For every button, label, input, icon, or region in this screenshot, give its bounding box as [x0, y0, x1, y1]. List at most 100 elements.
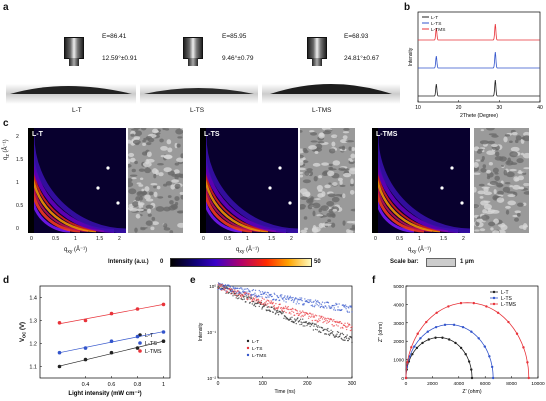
data-point: [266, 299, 269, 301]
data-point: [305, 321, 308, 323]
data-point: [314, 299, 317, 301]
sem-grain: [489, 180, 498, 185]
y-axis-label: Intensity: [408, 47, 414, 66]
diffraction-spot: [288, 201, 292, 205]
data-point: [297, 317, 299, 319]
data-point: [288, 308, 290, 311]
qxy-tick-label: 1: [74, 236, 77, 242]
sem-grain: [171, 179, 180, 183]
sem-grain: [316, 214, 324, 217]
data-point: [321, 305, 323, 307]
data-point: [267, 309, 269, 311]
data-point: [325, 305, 327, 308]
data-point: [316, 321, 318, 323]
data-point: [293, 314, 296, 316]
sem-grain: [302, 147, 308, 153]
data-point: [239, 291, 241, 294]
data-point: [335, 324, 338, 326]
sem-grain: [506, 171, 515, 178]
sem-grain: [327, 219, 332, 223]
sem-grain: [492, 167, 499, 174]
sem-grain: [147, 213, 152, 217]
sem-grain: [337, 177, 343, 182]
giwaxs-label-1: L-T: [32, 131, 43, 138]
diffraction-ring: [202, 148, 287, 233]
data-point: [341, 332, 344, 335]
sem-grain: [481, 156, 485, 161]
data-point: [334, 309, 337, 311]
data-point: [269, 302, 272, 304]
sem-grain: [310, 132, 318, 136]
sem-grain: [493, 218, 499, 224]
data-point: [345, 305, 348, 308]
diffraction-spot: [106, 166, 110, 170]
data-point: [320, 331, 322, 334]
sem-grain: [474, 186, 477, 193]
sem-grain: [349, 183, 355, 187]
qxy-tick-label: 1: [418, 236, 421, 242]
data-point: [226, 290, 229, 293]
data-point: [268, 306, 271, 308]
data-point: [217, 282, 220, 284]
data-point: [337, 325, 339, 327]
sem-grain: [160, 145, 168, 151]
data-point: [257, 302, 259, 304]
data-point: [273, 292, 275, 294]
data-point: [298, 299, 301, 301]
data-point: [292, 301, 295, 303]
sem-grain: [332, 160, 341, 166]
sem-grain: [147, 137, 155, 143]
data-point: [333, 334, 335, 337]
data-point: [218, 286, 221, 289]
sem-grain: [343, 128, 350, 131]
data-point: [335, 334, 337, 336]
sem-grain: [146, 142, 152, 146]
data-point: [283, 310, 286, 313]
data-point: [470, 376, 474, 380]
sem-grain: [475, 159, 481, 162]
angle-value-2: 9.46°±0.79: [222, 55, 254, 62]
data-point: [282, 312, 284, 314]
data-point: [226, 291, 228, 294]
sem-grain: [140, 128, 147, 131]
data-point: [291, 299, 294, 301]
qxy-axis-label-1: qxy (Å⁻¹): [64, 247, 88, 256]
data-point: [308, 299, 311, 301]
sem-grain: [318, 175, 323, 179]
sem-grain: [494, 156, 504, 161]
data-point: [350, 305, 352, 307]
data-point: [249, 301, 251, 304]
sem-grain: [152, 128, 159, 134]
legend-label: L-TMS: [252, 353, 266, 359]
data-point: [515, 332, 519, 335]
x-tick-label: 0.4: [82, 382, 90, 388]
data-point: [441, 336, 444, 339]
sem-grain: [167, 195, 172, 198]
data-point: [342, 339, 344, 341]
data-point: [319, 303, 321, 305]
data-point: [301, 314, 303, 317]
data-point: [304, 325, 306, 327]
data-point: [273, 298, 275, 300]
data-point: [266, 309, 268, 312]
sem-grain: [492, 230, 500, 233]
data-point: [313, 306, 316, 308]
data-point: [285, 316, 288, 319]
data-point: [236, 292, 238, 294]
data-point: [325, 318, 327, 320]
sem-grain: [513, 176, 519, 182]
data-point: [348, 338, 351, 340]
data-point: [345, 335, 347, 338]
data-point: [332, 320, 334, 322]
sem-grain: [165, 181, 172, 186]
sem-grain: [142, 142, 146, 146]
sem-grain: [505, 209, 510, 215]
data-point: [332, 325, 334, 327]
data-point: [404, 376, 408, 380]
data-point: [289, 318, 291, 321]
data-point: [327, 302, 330, 304]
data-point: [307, 317, 310, 319]
data-point: [282, 298, 284, 301]
data-point: [264, 304, 266, 306]
data-point: [310, 322, 312, 325]
